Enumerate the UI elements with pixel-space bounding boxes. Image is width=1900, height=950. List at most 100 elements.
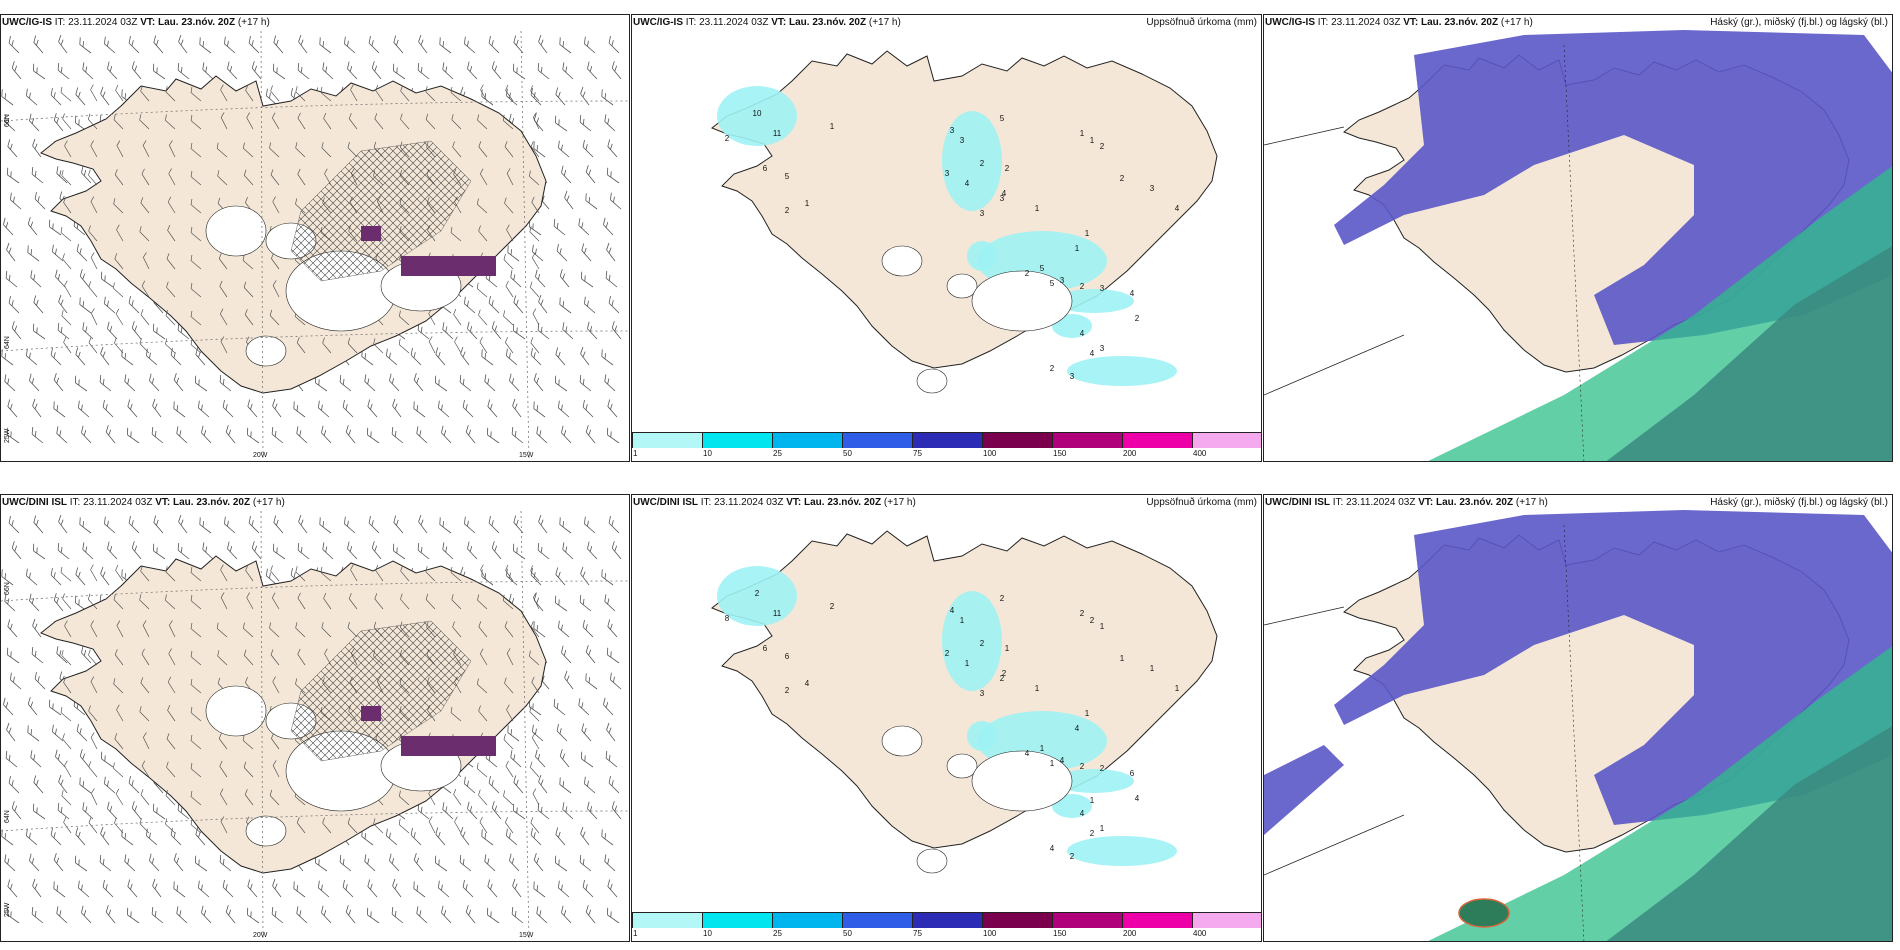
wind-barb — [32, 138, 42, 158]
wind-barb — [217, 170, 228, 186]
wind-barb — [247, 427, 260, 444]
wind-barb — [140, 565, 150, 582]
wind-barb — [153, 63, 166, 80]
wind-barb — [90, 140, 98, 158]
wind-barb — [31, 166, 44, 184]
wind-barb — [323, 592, 332, 610]
legend-tick-label: 10 — [703, 449, 712, 458]
wind-barb — [555, 347, 566, 366]
wind-barb — [64, 280, 72, 298]
lon-gridline — [260, 31, 264, 461]
wind-barb — [78, 880, 90, 898]
wind-barb — [400, 85, 410, 102]
wind-barb — [202, 542, 214, 560]
lat-gridline — [1, 100, 629, 122]
wind-barb — [530, 347, 542, 366]
wind-barb — [167, 224, 176, 242]
wind-barb — [32, 878, 42, 898]
precip-value-label: 2 — [1100, 142, 1105, 151]
wind-barb — [53, 881, 66, 898]
wind-barb — [581, 243, 592, 262]
wind-barb — [58, 34, 68, 54]
wind-barb — [342, 399, 354, 418]
it-label: IT: — [685, 17, 697, 28]
wind-barb — [348, 593, 358, 610]
wind-barb — [513, 775, 524, 794]
wind-barb — [506, 704, 514, 722]
wind-barb — [393, 35, 404, 54]
wind-barb — [243, 281, 254, 298]
wind-barb — [465, 425, 476, 444]
wind-barb — [218, 253, 228, 270]
wind-barb — [243, 649, 254, 666]
wind-barb — [55, 269, 66, 288]
legend-tick-label: 10 — [703, 929, 712, 938]
wind-barb — [400, 113, 410, 130]
wind-barb — [62, 593, 72, 610]
wind-barb — [107, 321, 118, 340]
wind-barb — [368, 35, 380, 54]
precip-value-label: 1 — [805, 199, 810, 208]
wind-barb — [367, 907, 380, 924]
wind-barb — [400, 593, 410, 610]
wind-barb — [555, 827, 566, 846]
precip-value-label: 6 — [763, 164, 768, 173]
wind-barb — [164, 594, 176, 610]
wind-barb — [479, 816, 488, 834]
wind-barb — [128, 35, 140, 54]
wind-barb — [532, 724, 544, 742]
precip-value-label: 3 — [950, 126, 955, 135]
wind-barb — [478, 141, 488, 158]
wind-barb — [190, 594, 202, 610]
wind-barb — [438, 880, 450, 898]
wind-barb — [506, 828, 518, 846]
wind-barb — [561, 645, 572, 664]
precip-value-label: 1 — [1080, 129, 1085, 138]
wind-barb — [398, 338, 410, 354]
wind-barb — [510, 750, 522, 768]
precip-value-label: 2 — [1120, 174, 1125, 183]
wind-barb — [11, 321, 22, 340]
wind-barb — [608, 515, 620, 534]
wind-barb — [166, 761, 176, 778]
boundary-line — [1264, 606, 1345, 626]
precip-value-label: 2 — [945, 649, 950, 658]
wind-barb — [128, 515, 140, 534]
precip-value-label: 4 — [1050, 844, 1055, 853]
wind-barb — [581, 271, 594, 288]
wind-barb — [88, 705, 98, 722]
precip-value-label: 1 — [1005, 644, 1010, 653]
wind-barb — [533, 141, 546, 158]
wind-barb — [418, 514, 428, 534]
legend-ticks: 1 10 25 50 75 100 150 200 400 — [632, 929, 1261, 941]
precip-value-label: 2 — [1050, 364, 1055, 373]
wind-barb — [607, 907, 620, 924]
precip-value-label: 2 — [980, 159, 985, 168]
wind-barb — [298, 514, 308, 534]
precip-value-label: 3 — [980, 209, 985, 218]
wind-barb — [173, 373, 184, 392]
wind-barb — [190, 254, 202, 270]
wind-barb — [454, 336, 462, 354]
legend-tick-label: 400 — [1193, 449, 1207, 458]
precip-value-label: 4 — [950, 606, 955, 615]
wind-barb — [350, 564, 358, 582]
wind-barb — [464, 516, 476, 534]
wind-barb — [140, 197, 150, 214]
wind-barb — [295, 142, 306, 158]
wind-barb — [90, 308, 98, 326]
wind-barb — [293, 401, 306, 418]
precip-value-label: 2 — [1002, 669, 1007, 678]
wind-barb — [413, 401, 426, 418]
vt-value: Lau. 23.nóv. 20Z — [804, 497, 882, 508]
wind-barb — [531, 732, 540, 750]
wind-barb — [82, 322, 94, 340]
wind-barb — [90, 620, 98, 638]
wind-barb — [487, 879, 498, 898]
wind-barb — [177, 62, 190, 80]
glacier — [245, 815, 287, 847]
wind-barb — [53, 401, 66, 418]
precip-value-label: 3 — [960, 136, 965, 145]
wind-barb — [530, 817, 540, 834]
high-cloud-area — [1264, 745, 1344, 835]
